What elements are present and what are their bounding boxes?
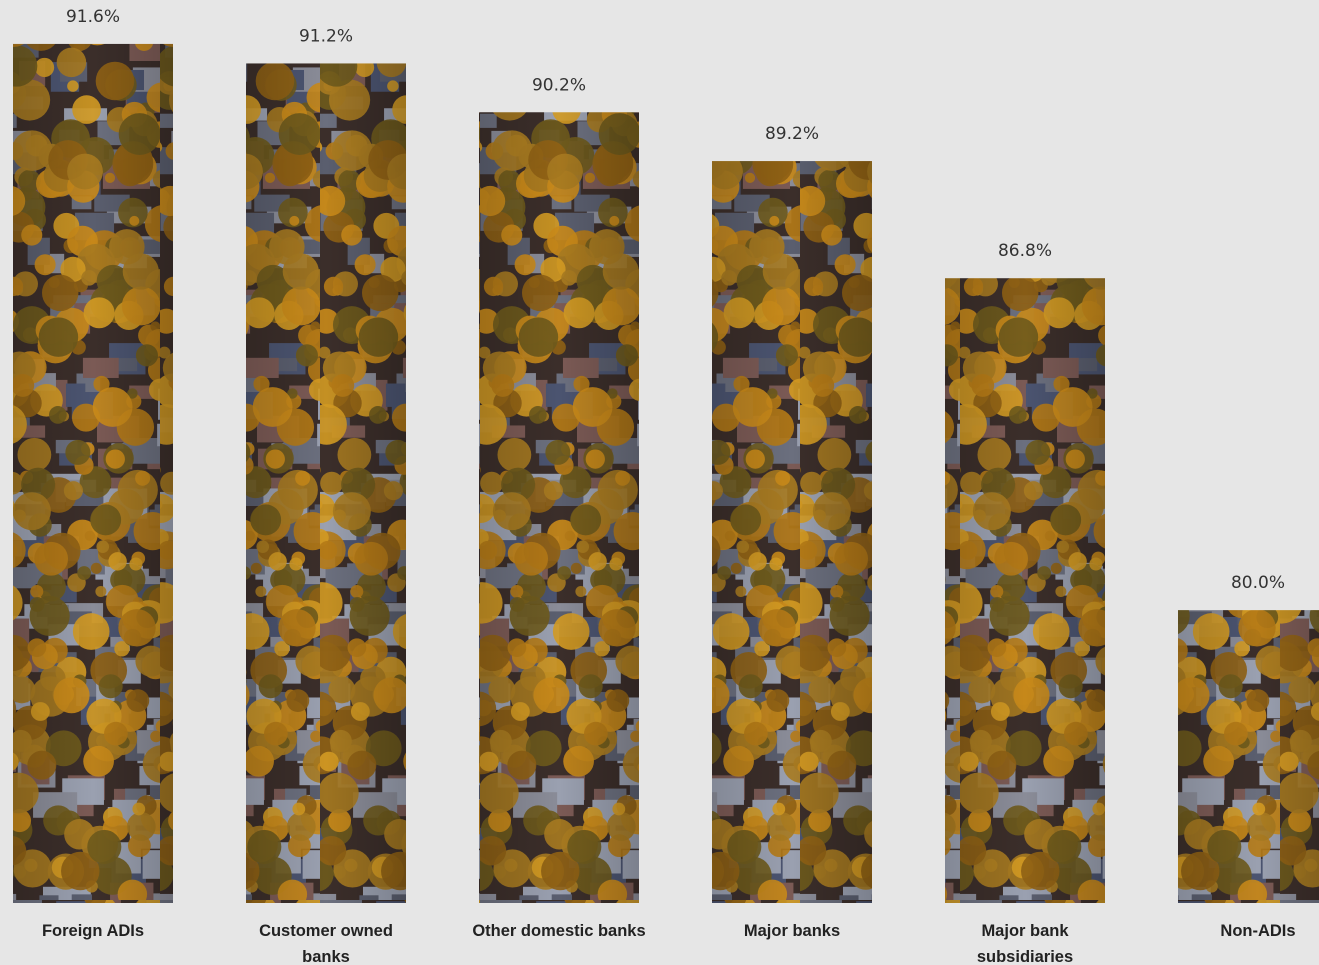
bar-shade <box>712 161 872 903</box>
category-label: Major bank subsidiaries <box>976 922 1074 965</box>
category-label: Foreign ADIs <box>41 922 145 940</box>
value-label: 90.2% <box>532 75 586 95</box>
bar-shade <box>13 43 173 903</box>
category-label: Major banks <box>743 922 841 940</box>
category-label: Other domestic banks <box>472 922 646 940</box>
category-label: Non-ADIs <box>1220 922 1296 940</box>
value-label: 80.0% <box>1231 573 1285 593</box>
value-label: 91.6% <box>66 7 120 27</box>
value-label: 89.2% <box>765 124 819 144</box>
bar-shade <box>1178 610 1319 903</box>
bar-shade <box>479 112 639 903</box>
bar-shade <box>246 63 406 904</box>
value-label: 86.8% <box>998 241 1052 261</box>
category-label: Customer owned banks <box>259 922 393 965</box>
bar-shade <box>945 278 1105 903</box>
value-label: 91.2% <box>299 26 353 46</box>
